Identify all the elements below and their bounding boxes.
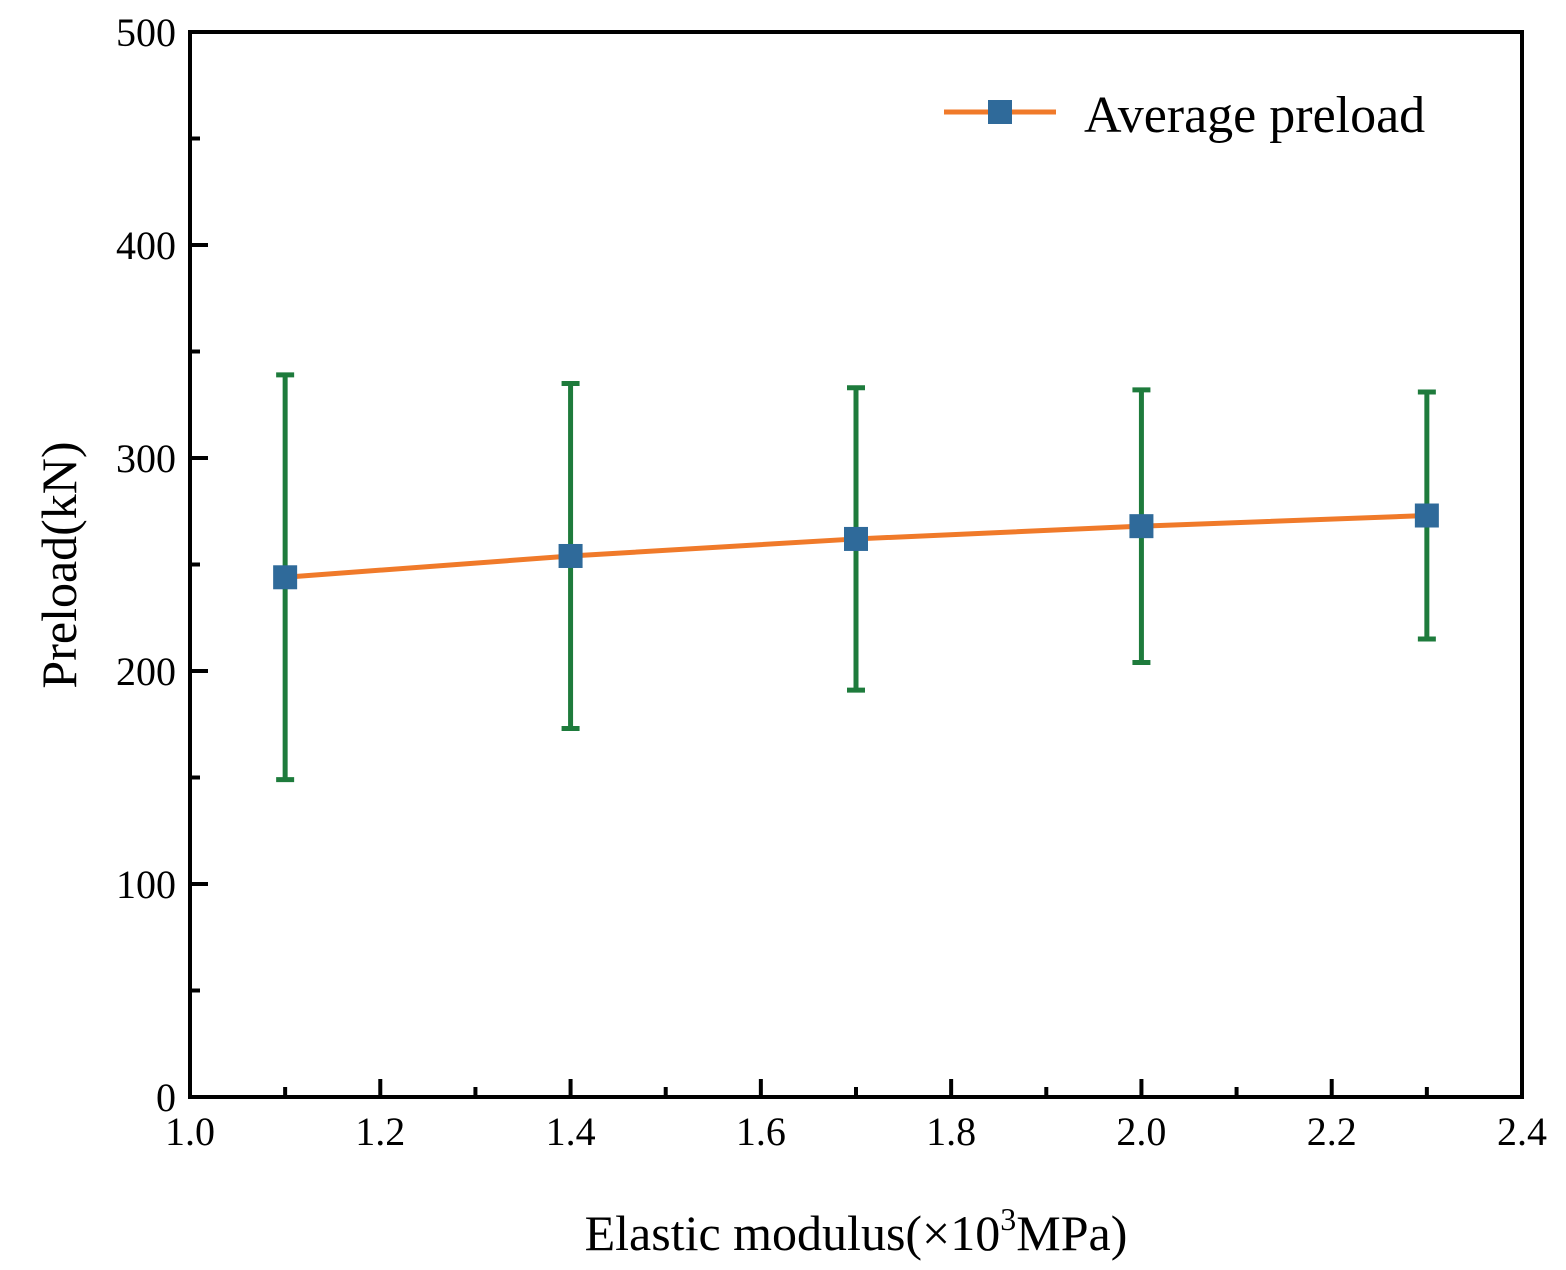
x-tick-label: 1.8	[926, 1109, 976, 1154]
x-axis-title: Elastic modulus(×103MPa)	[585, 1201, 1128, 1261]
x-tick-label: 1.4	[546, 1109, 596, 1154]
y-tick-label: 100	[116, 862, 176, 907]
x-tick-label: 1.6	[736, 1109, 786, 1154]
legend-label: Average preload	[1084, 87, 1425, 144]
data-point-marker	[558, 543, 583, 568]
x-tick-label: 2.0	[1116, 1109, 1166, 1154]
y-tick-label: 0	[156, 1075, 176, 1120]
x-tick-label: 1.2	[355, 1109, 405, 1154]
data-point-marker	[1414, 503, 1439, 528]
y-tick-label: 400	[116, 223, 176, 268]
y-tick-label: 500	[116, 10, 176, 55]
y-axis-title: Preload(kN)	[31, 441, 87, 688]
markers-group	[273, 503, 1439, 590]
error-bars-group	[276, 372, 1436, 783]
y-tick-label: 200	[116, 649, 176, 694]
data-point-marker	[844, 526, 868, 551]
data-point-marker	[273, 565, 298, 590]
y-tick-label: 300	[116, 436, 176, 481]
x-tick-label: 1.0	[165, 1109, 215, 1154]
x-tick-label: 2.4	[1497, 1109, 1547, 1154]
ticks-group: 1.0 1.2 1.4 1.6 1.8 2.0 2.2 2.4 0 100 200 300 400 500	[116, 10, 1547, 1154]
data-point-marker	[1129, 514, 1154, 539]
legend: Average preload	[944, 87, 1425, 144]
x-tick-label: 2.2	[1307, 1109, 1357, 1154]
legend-marker-swatch	[988, 100, 1012, 124]
